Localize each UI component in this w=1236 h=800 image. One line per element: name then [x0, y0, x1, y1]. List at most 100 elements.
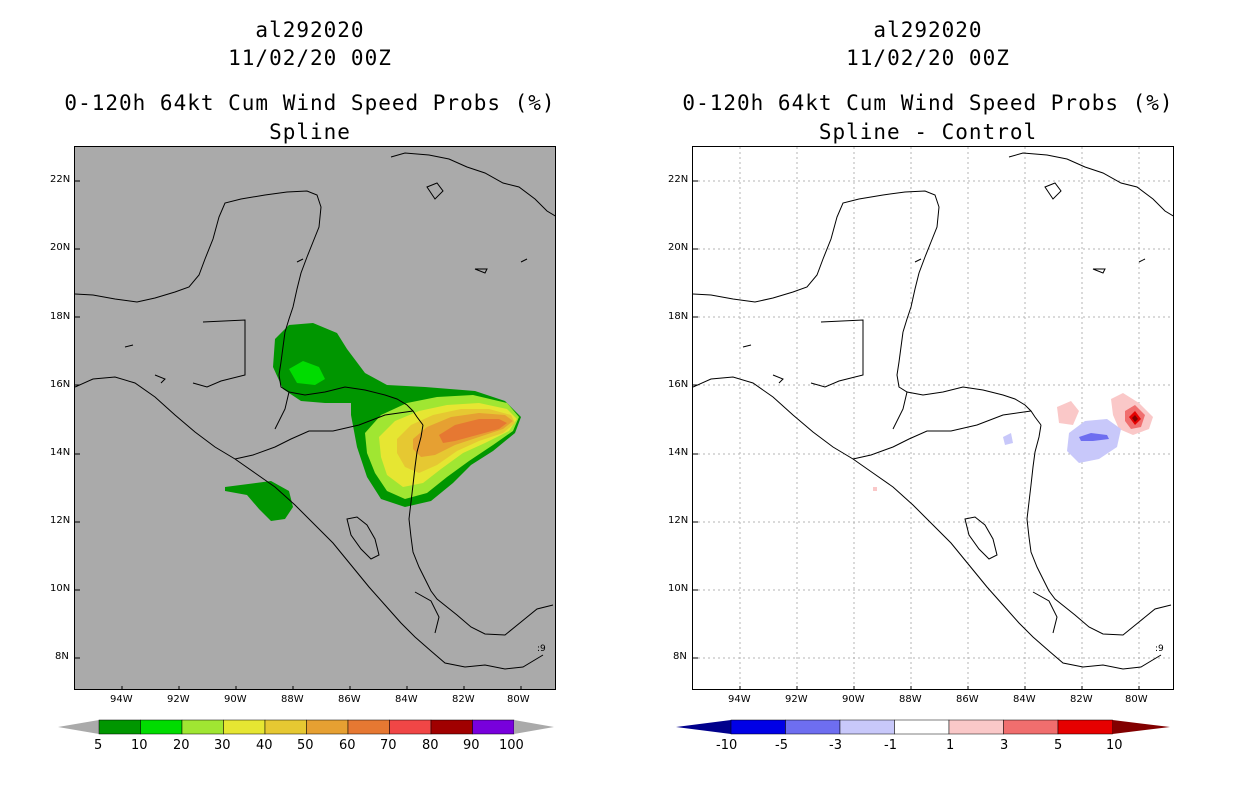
diff-positive-1	[1057, 401, 1079, 425]
colorbar-label: 1	[946, 738, 955, 753]
colorbar-swatch	[347, 719, 390, 735]
colorbar-swatch	[839, 719, 895, 735]
colorbar-swatch	[223, 719, 266, 735]
lat-label: 22N	[668, 174, 689, 185]
prob-contour-5-small	[225, 481, 293, 521]
colorbar-label: -5	[775, 738, 788, 753]
colorbar-label: 100	[499, 738, 524, 753]
colorbar-swatch	[430, 719, 473, 735]
lon-label: 88W	[281, 694, 304, 705]
lat-label: 16N	[668, 379, 689, 390]
lat-label: 8N	[55, 651, 69, 662]
colorbar-arrow-high	[1112, 720, 1170, 734]
map-annotation: :9	[1155, 644, 1164, 654]
diff-positive-10	[1132, 415, 1138, 422]
colorbar-swatch	[181, 719, 224, 735]
right-map: :9	[693, 147, 1173, 689]
colorbar-swatch	[1057, 719, 1113, 735]
colorbar-swatch	[140, 719, 183, 735]
colorbar-swatch	[730, 719, 786, 735]
probability-field	[225, 323, 521, 521]
right-map-frame: :9	[692, 146, 1174, 690]
lat-label: 18N	[668, 311, 689, 322]
lon-label: 84W	[1013, 694, 1036, 705]
lon-label: 86W	[338, 694, 361, 705]
right-title-line-3: 0-120h 64kt Cum Wind Speed Probs (%)	[682, 91, 1174, 115]
colorbar-label: -1	[884, 738, 897, 753]
lat-label: 20N	[50, 242, 71, 253]
right-title-line-4: Spline - Control	[818, 120, 1038, 144]
colorbar-label: 50	[297, 738, 314, 753]
map-annotation: :9	[537, 644, 546, 654]
right-title-line-2: 11/02/20 00Z	[846, 46, 1010, 70]
colorbar-label: 90	[463, 738, 480, 753]
lat-label: 8N	[673, 651, 687, 662]
lon-label: 94W	[110, 694, 133, 705]
colorbar-label: -10	[716, 738, 738, 753]
colorbar-swatch	[264, 719, 307, 735]
diff-negative-1-small	[1003, 433, 1013, 445]
colorbar-label: 3	[1000, 738, 1009, 753]
right-colorbar	[676, 719, 1170, 735]
left-title-line-2: 11/02/20 00Z	[228, 46, 392, 70]
lon-label: 80W	[507, 694, 530, 705]
colorbar-swatch	[389, 719, 432, 735]
left-colorbar	[58, 719, 554, 735]
lon-label: 90W	[842, 694, 865, 705]
colorbar-swatch	[894, 719, 950, 735]
colorbar-swatch	[472, 719, 515, 735]
lon-label: 94W	[728, 694, 751, 705]
colorbar-arrow-low	[58, 720, 99, 734]
lat-label: 12N	[50, 515, 71, 526]
lon-label: 86W	[956, 694, 979, 705]
colorbar-swatch	[306, 719, 349, 735]
lat-label: 10N	[50, 583, 71, 594]
lat-label: 14N	[668, 447, 689, 458]
grid-lines	[693, 147, 1173, 689]
colorbar-label: 20	[173, 738, 190, 753]
colorbar-arrow-low	[676, 720, 731, 734]
lat-label: 10N	[668, 583, 689, 594]
lon-label: 90W	[224, 694, 247, 705]
colorbar-swatch	[785, 719, 841, 735]
colorbar-label: 5	[94, 738, 103, 753]
colorbar-swatch	[98, 719, 141, 735]
left-map-frame: :9	[74, 146, 556, 690]
lon-label: 84W	[395, 694, 418, 705]
lat-label: 20N	[668, 242, 689, 253]
colorbar-label: 30	[214, 738, 231, 753]
left-title-line-1: al292020	[255, 18, 365, 42]
colorbar-label: 70	[380, 738, 397, 753]
prob-contour-10	[289, 361, 325, 385]
prob-contour-60	[439, 419, 507, 443]
left-title-line-4: Spline	[269, 120, 351, 144]
diff-negative-1	[1067, 419, 1121, 463]
lon-label: 82W	[1070, 694, 1093, 705]
lon-label: 92W	[167, 694, 190, 705]
lon-label: 92W	[785, 694, 808, 705]
lat-label: 16N	[50, 379, 71, 390]
colorbar-label: 80	[422, 738, 439, 753]
lat-label: 12N	[668, 515, 689, 526]
lat-label: 18N	[50, 311, 71, 322]
colorbar-swatch	[948, 719, 1004, 735]
diff-positive-1-speck	[873, 487, 877, 491]
lat-label: 14N	[50, 447, 71, 458]
colorbar-label: 40	[256, 738, 273, 753]
left-title-line-3: 0-120h 64kt Cum Wind Speed Probs (%)	[64, 91, 556, 115]
left-map: :9	[75, 152, 555, 689]
colorbar-swatch	[1003, 719, 1059, 735]
diff-negative-3	[1079, 433, 1109, 441]
colorbar-label: -3	[829, 738, 842, 753]
colorbar-label: 60	[339, 738, 356, 753]
colorbar-arrow-high	[514, 720, 554, 734]
lon-label: 88W	[899, 694, 922, 705]
lat-label: 22N	[50, 174, 71, 185]
lon-label: 80W	[1125, 694, 1148, 705]
colorbar-label: 5	[1054, 738, 1063, 753]
colorbar-label: 10	[1106, 738, 1123, 753]
right-title-line-1: al292020	[873, 18, 983, 42]
lon-label: 82W	[452, 694, 475, 705]
colorbar-label: 10	[131, 738, 148, 753]
difference-field	[873, 393, 1153, 491]
